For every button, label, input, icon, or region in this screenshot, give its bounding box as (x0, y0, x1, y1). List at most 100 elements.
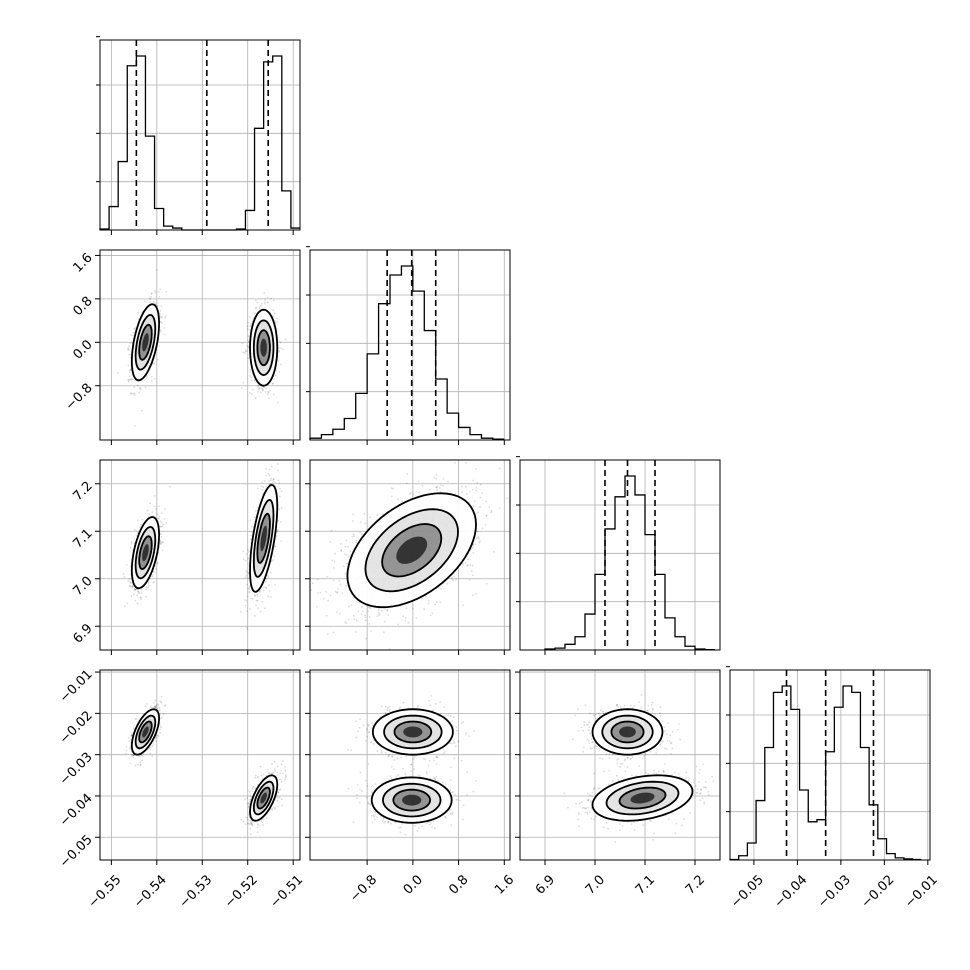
sample-point (349, 550, 352, 553)
sample-point (134, 599, 137, 602)
sample-point (350, 604, 353, 607)
sample-point (137, 318, 140, 320)
sample-point (273, 555, 276, 558)
sample-point (382, 631, 385, 634)
sample-point (131, 334, 134, 337)
sample-point (161, 512, 163, 515)
sample-point (353, 535, 356, 537)
sample-point (265, 474, 268, 477)
sample-point (162, 541, 165, 544)
sample-point (160, 521, 163, 524)
sample-point (239, 611, 242, 613)
sample-point (150, 379, 153, 382)
sample-point (267, 301, 269, 304)
sample-point (160, 321, 163, 324)
sample-point (336, 611, 338, 614)
sample-point (145, 586, 148, 589)
sample-point (158, 505, 160, 508)
sample-point (133, 425, 136, 427)
sample-point (266, 393, 269, 396)
sample-point (254, 307, 257, 310)
sample-point (157, 290, 160, 293)
sample-point (253, 378, 256, 381)
sample-point (127, 347, 129, 349)
sample-point (359, 531, 362, 534)
sample-point (468, 500, 471, 503)
sample-point (256, 487, 259, 490)
sample-point (271, 382, 274, 385)
sample-point (132, 331, 134, 334)
sample-point (128, 378, 131, 381)
sample-point (250, 393, 253, 395)
sample-point (269, 571, 272, 574)
sample-point (150, 292, 153, 295)
sample-point (242, 558, 245, 561)
sample-point (246, 328, 249, 330)
sample-point (279, 487, 281, 490)
sample-point (158, 295, 161, 298)
sample-point (150, 375, 153, 378)
sample-point (133, 587, 136, 590)
sample-point (468, 490, 471, 493)
sample-point (468, 578, 471, 581)
sample-point (241, 342, 244, 345)
sample-point (476, 481, 479, 484)
sample-point (268, 468, 271, 471)
sample-point (478, 541, 481, 544)
panel-content (310, 460, 510, 650)
sample-point (255, 306, 258, 309)
sample-point (344, 572, 347, 575)
sample-point (435, 486, 438, 489)
sample-point (149, 298, 152, 301)
sample-point (148, 513, 151, 516)
sample-point (270, 560, 273, 563)
sample-point (260, 385, 263, 388)
sample-point (123, 605, 126, 607)
sample-point (160, 533, 162, 535)
sample-point (360, 613, 363, 616)
sample-point (136, 532, 139, 534)
sample-point (368, 606, 371, 609)
hist-panel-1 (306, 246, 511, 445)
sample-point (128, 345, 131, 348)
sample-point (159, 330, 162, 333)
sample-point (473, 505, 476, 508)
sample-point (127, 580, 130, 583)
sample-point (367, 610, 370, 613)
sample-point (269, 389, 271, 392)
sample-point (117, 371, 119, 374)
sample-point (248, 392, 251, 394)
sample-point (247, 577, 250, 580)
sample-point (250, 534, 252, 537)
sample-point (244, 350, 247, 353)
sample-point (160, 316, 163, 319)
sample-point (477, 537, 480, 540)
sample-point (156, 562, 159, 565)
sample-point (267, 390, 270, 393)
sample-point (151, 511, 154, 513)
sample-point (130, 542, 133, 545)
sample-point (246, 628, 249, 631)
sample-point (127, 379, 130, 382)
sample-point (472, 552, 475, 554)
sample-point (133, 588, 136, 591)
sample-point (261, 387, 264, 390)
sample-point (130, 377, 133, 380)
sample-point (383, 620, 386, 623)
sample-point (352, 513, 355, 516)
sample-point (246, 571, 248, 574)
sample-point (139, 526, 141, 529)
sample-point (267, 473, 270, 475)
sample-point (152, 300, 155, 303)
sample-point (128, 371, 131, 374)
sample-point (257, 390, 260, 393)
sample-point (141, 409, 143, 412)
sample-point (472, 544, 475, 546)
histogram-series (544, 475, 715, 651)
sample-point (335, 591, 338, 594)
sample-point (149, 301, 152, 304)
sample-point (465, 492, 468, 495)
sample-point (415, 616, 418, 619)
sample-point (247, 345, 250, 348)
sample-point (280, 363, 282, 366)
